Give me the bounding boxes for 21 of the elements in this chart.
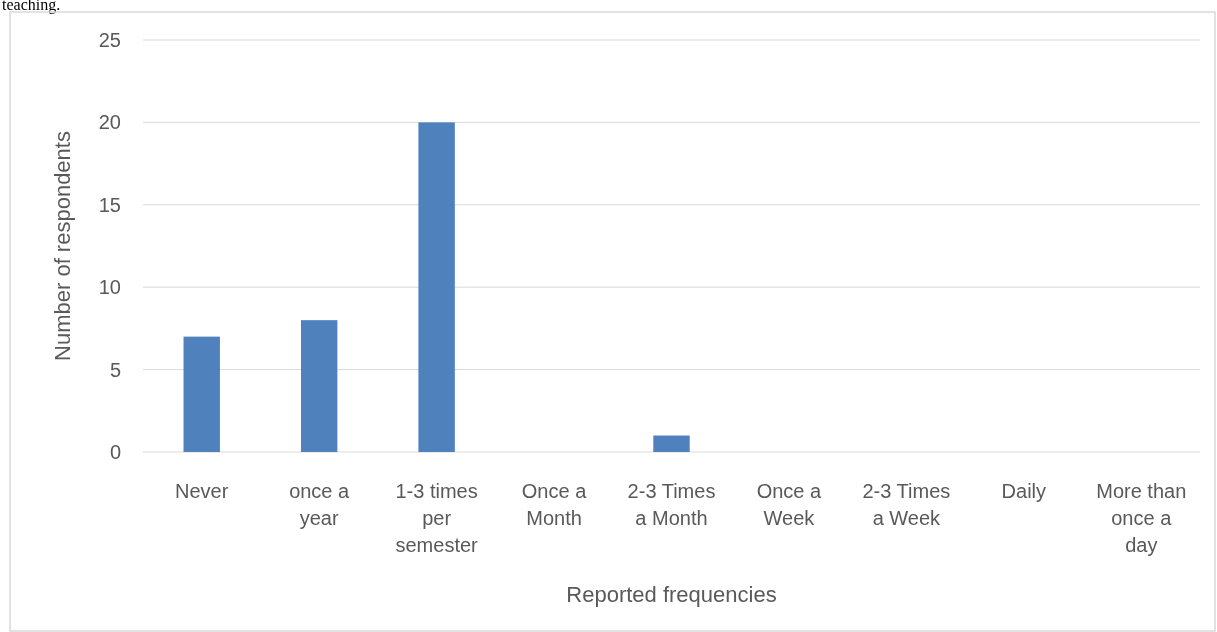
- y-axis-title: Number of respondents: [50, 131, 75, 361]
- x-tick-label: 2-3 Times a Week: [862, 480, 951, 529]
- bar: [653, 435, 690, 452]
- y-tick-label: 0: [109, 441, 121, 463]
- x-tick-label: Once a Month: [521, 480, 588, 529]
- bar: [300, 320, 338, 452]
- x-tick-label: More than once a day: [1096, 480, 1187, 556]
- x-tick-label: once a year: [289, 480, 351, 529]
- x-tick-label: Never: [175, 480, 229, 502]
- x-tick-label: 1-3 times per semester: [395, 480, 479, 556]
- y-tick-label: 5: [109, 358, 121, 381]
- y-tick-label: 15: [98, 193, 121, 216]
- y-tick-label: 10: [98, 276, 121, 299]
- x-tick-label: Once a Week: [756, 480, 823, 529]
- x-tick-label: Daily: [1001, 480, 1047, 502]
- y-tick-label: 25: [98, 29, 121, 51]
- x-axis-title: Reported frequencies: [566, 582, 777, 607]
- bar: [418, 122, 455, 452]
- y-tick-label: 20: [98, 111, 121, 134]
- x-tick-label: 2-3 Times a Month: [627, 480, 716, 529]
- bar: [183, 336, 220, 452]
